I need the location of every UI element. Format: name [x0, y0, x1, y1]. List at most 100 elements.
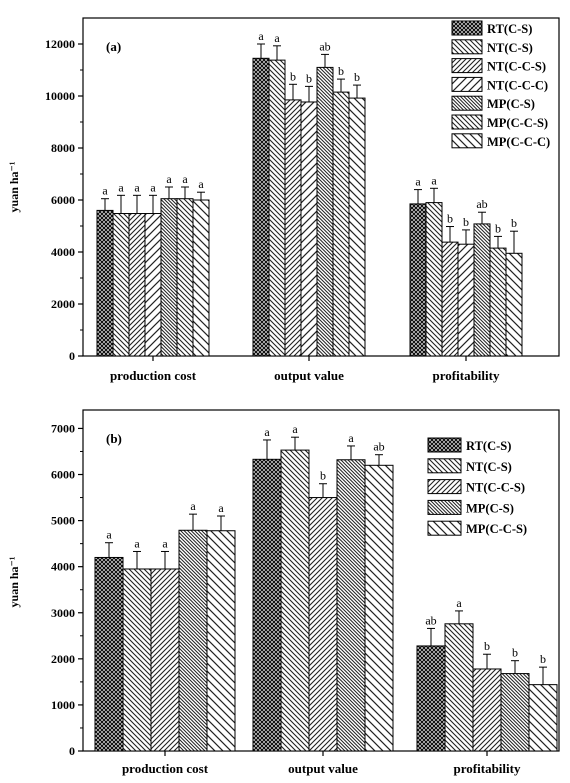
bar [94, 556, 124, 752]
category-label: profitability [433, 368, 500, 383]
legend-swatch [451, 20, 483, 36]
chart-a: 0 2000 4000 6000 8000 10000 12000 yuan ha⁻¹ (a) a… [7, 17, 560, 383]
category-label: output value [274, 368, 344, 383]
y-tick-label: 12000 [45, 37, 75, 51]
significance-letter: ab [425, 613, 436, 627]
legend-swatch [451, 114, 483, 130]
significance-letter: a [150, 180, 156, 194]
bar [416, 645, 446, 752]
y-tick-label: 10000 [45, 89, 75, 103]
bar [332, 91, 350, 357]
significance-letter: a [431, 173, 437, 187]
significance-letter: b [484, 639, 490, 653]
panel-label: (a) [106, 39, 121, 54]
bar [252, 57, 270, 357]
legend-swatch [427, 499, 462, 515]
bar [178, 529, 208, 752]
bar [122, 568, 152, 752]
significance-letter: a [198, 177, 204, 191]
bar [528, 684, 558, 752]
bar [176, 198, 194, 357]
significance-letter: a [456, 596, 462, 610]
legend: RT(C-S) NT(C-S) NT(C-C-S) NT(C-C-C) MP(C-S) M… [451, 20, 550, 149]
bar [316, 66, 334, 357]
significance-letter: b [495, 221, 501, 235]
significance-letter: a [134, 536, 140, 550]
bar [409, 203, 427, 357]
bar [425, 202, 443, 357]
significance-letter: a [102, 184, 108, 198]
significance-letter: b [354, 70, 360, 84]
bar [128, 213, 146, 357]
bar [489, 247, 507, 357]
significance-letter: b [540, 652, 546, 666]
y-tick-label: 5000 [51, 514, 75, 528]
significance-letter: b [338, 64, 344, 78]
significance-letter: ab [373, 440, 384, 454]
bar [150, 568, 180, 752]
legend-swatch [451, 76, 483, 92]
legend-swatch [451, 58, 483, 74]
legend-label: NT(C-C-S) [487, 60, 546, 74]
legend: RT(C-S) NT(C-S) NT(C-C-S) MP(C-S) MP(C-C-S) [427, 437, 527, 536]
legend-label: NT(C-C-C) [487, 78, 548, 92]
significance-letter: a [258, 29, 264, 43]
bar [284, 99, 302, 357]
legend-label: MP(C-C-C) [487, 135, 550, 149]
bar [268, 59, 286, 357]
bar [444, 623, 474, 752]
legend-label: NT(C-C-S) [466, 481, 525, 495]
y-tick-label: 7000 [51, 421, 75, 435]
y-tick-label: 2000 [51, 297, 75, 311]
y-tick-label: 4000 [51, 245, 75, 259]
bar [308, 497, 338, 752]
bar [192, 199, 210, 357]
bar [160, 198, 178, 357]
significance-letter: b [306, 71, 312, 85]
significance-letter: b [463, 215, 469, 229]
legend-label: NT(C-S) [487, 41, 533, 55]
bar [96, 209, 114, 357]
significance-letter: ab [319, 39, 330, 53]
y-tick-label: 0 [69, 744, 75, 758]
bar [500, 673, 530, 752]
significance-letter: a [162, 536, 168, 550]
legend-swatch [451, 133, 483, 149]
significance-letter: a [348, 431, 354, 445]
significance-letter: a [190, 499, 196, 513]
bar [473, 223, 491, 357]
legend-swatch [427, 479, 462, 495]
significance-letter: a [118, 180, 124, 194]
legend-swatch [451, 39, 483, 55]
significance-letter: a [106, 528, 112, 542]
y-axis-label: yuan ha⁻¹ [7, 556, 21, 607]
panel-label: (b) [106, 431, 122, 446]
y-tick-label: 0 [69, 349, 75, 363]
y-axis-label: yuan ha⁻¹ [7, 161, 21, 212]
y-tick-label: 6000 [51, 193, 75, 207]
legend-label: MP(C-S) [487, 97, 535, 111]
significance-letter: a [292, 422, 298, 436]
bar [505, 252, 523, 357]
bar [206, 530, 236, 752]
bar [364, 464, 394, 752]
bar [300, 101, 318, 357]
bar [336, 459, 366, 752]
bar [144, 213, 162, 357]
legend-label: RT(C-S) [466, 439, 511, 453]
bar [280, 449, 310, 752]
bar [252, 458, 282, 752]
category-label: output value [288, 761, 358, 776]
bar [472, 668, 502, 752]
y-tick-label: 4000 [51, 560, 75, 574]
significance-letter: a [415, 175, 421, 189]
y-tick-label: 8000 [51, 141, 75, 155]
legend-label: MP(C-C-S) [487, 116, 548, 130]
significance-letter: b [320, 469, 326, 483]
bar [441, 241, 459, 357]
significance-letter: a [264, 425, 270, 439]
legend-swatch [427, 458, 462, 474]
chart-b: 0 1000 2000 3000 4000 5000 6000 7000 yuan ha⁻¹ (b… [7, 409, 560, 776]
legend-label: RT(C-S) [487, 22, 532, 36]
